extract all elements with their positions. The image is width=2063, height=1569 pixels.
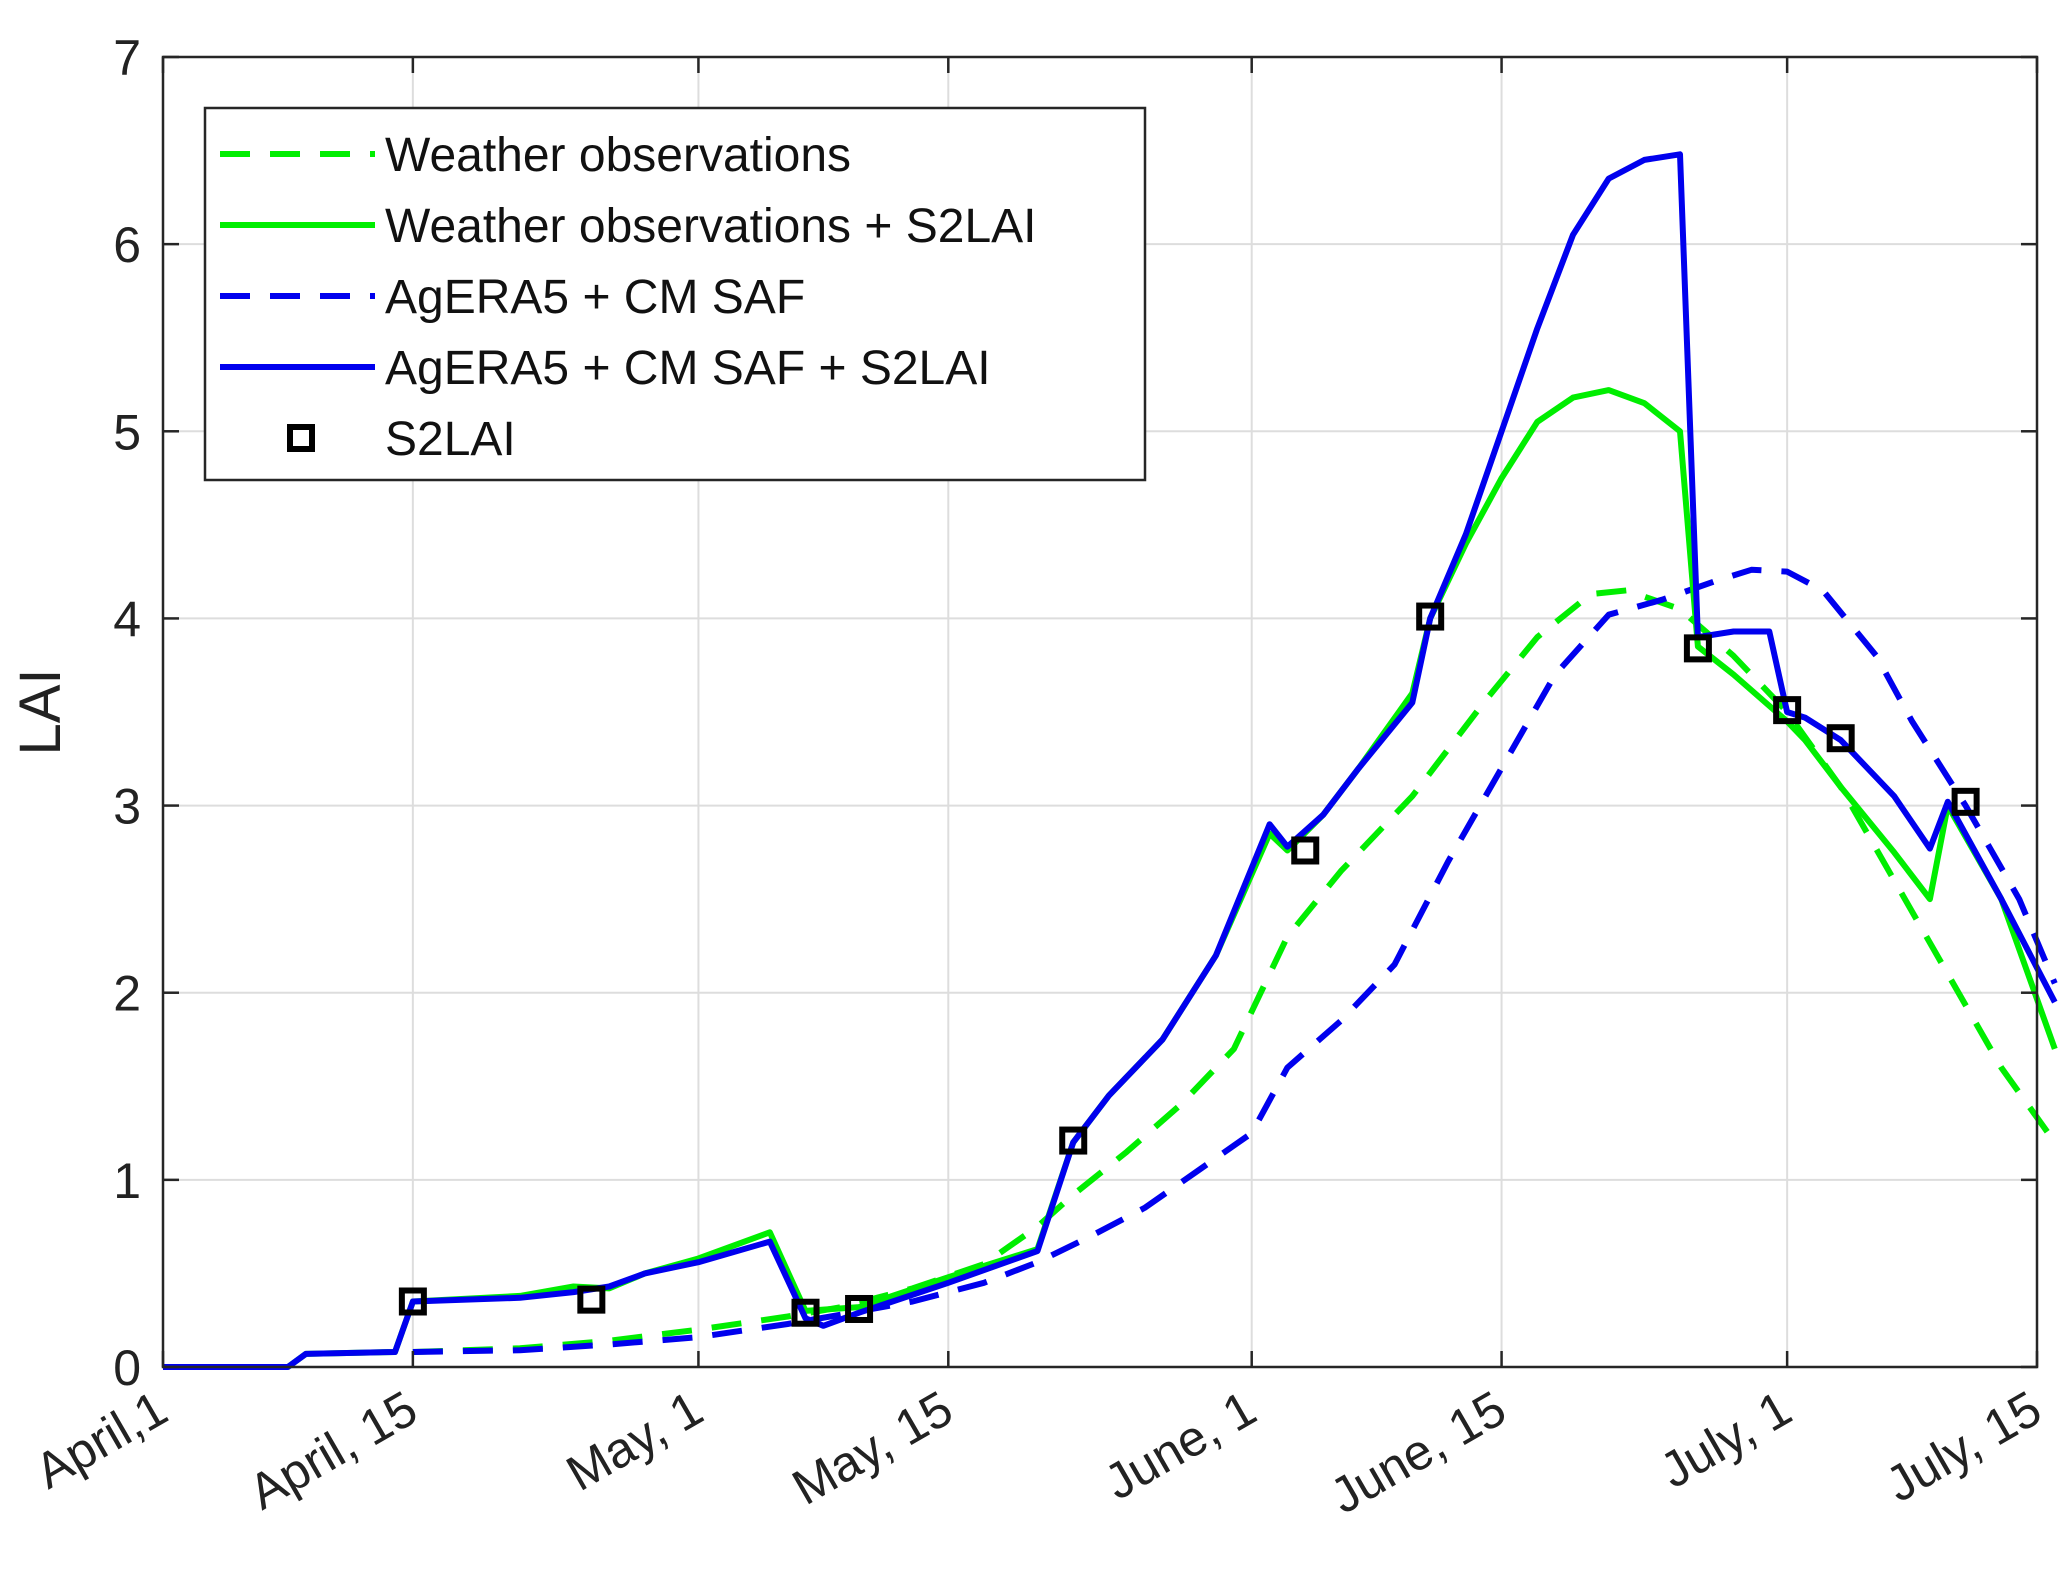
y-tick-labels: 0 1 2 3 4 5 6 7 <box>113 30 141 1396</box>
S2LAI-marker <box>1826 724 1855 753</box>
y-tick-label: 3 <box>113 779 141 835</box>
legend-label: AgERA5 + CM SAF <box>385 271 805 324</box>
legend-label: S2LAI <box>385 413 516 466</box>
S2LAI-marker <box>845 1294 874 1323</box>
y-tick-label: 1 <box>113 1153 141 1209</box>
axis-ticks <box>161 55 2039 1369</box>
legend-label: Weather observations + S2LAI <box>385 200 1037 253</box>
y-axis-title: LAI <box>8 668 73 755</box>
legend-label: AgERA5 + CM SAF + S2LAI <box>385 342 991 395</box>
S2LAI-marker <box>1291 836 1320 865</box>
y-tick-label: 6 <box>113 217 141 273</box>
legend-box <box>203 106 1147 482</box>
s2lai-markers <box>398 602 1980 1327</box>
S2LAI-marker <box>1951 787 1980 816</box>
S2LAI-marker <box>1416 602 1445 631</box>
S2LAI-marker <box>791 1298 820 1327</box>
legend: Weather observations Weather observations… <box>203 106 1147 482</box>
S2LAI-marker <box>398 1287 427 1316</box>
S2LAI-marker <box>1059 1126 1088 1155</box>
y-tick-label: 7 <box>113 30 141 86</box>
series-line-agera5-cm-saf <box>412 566 2058 1355</box>
S2LAI-marker <box>1773 696 1802 725</box>
S2LAI-marker <box>577 1285 606 1314</box>
legend-marker-swatch <box>287 424 315 452</box>
S2LAI-marker <box>1683 634 1712 663</box>
plot-frame <box>161 55 2039 1369</box>
y-tick-label: 5 <box>113 404 141 460</box>
legend-label: Weather observations <box>385 129 851 182</box>
y-tick-label: 4 <box>113 591 141 647</box>
y-tick-label: 2 <box>113 966 141 1022</box>
y-tick-label: 0 <box>113 1340 141 1396</box>
